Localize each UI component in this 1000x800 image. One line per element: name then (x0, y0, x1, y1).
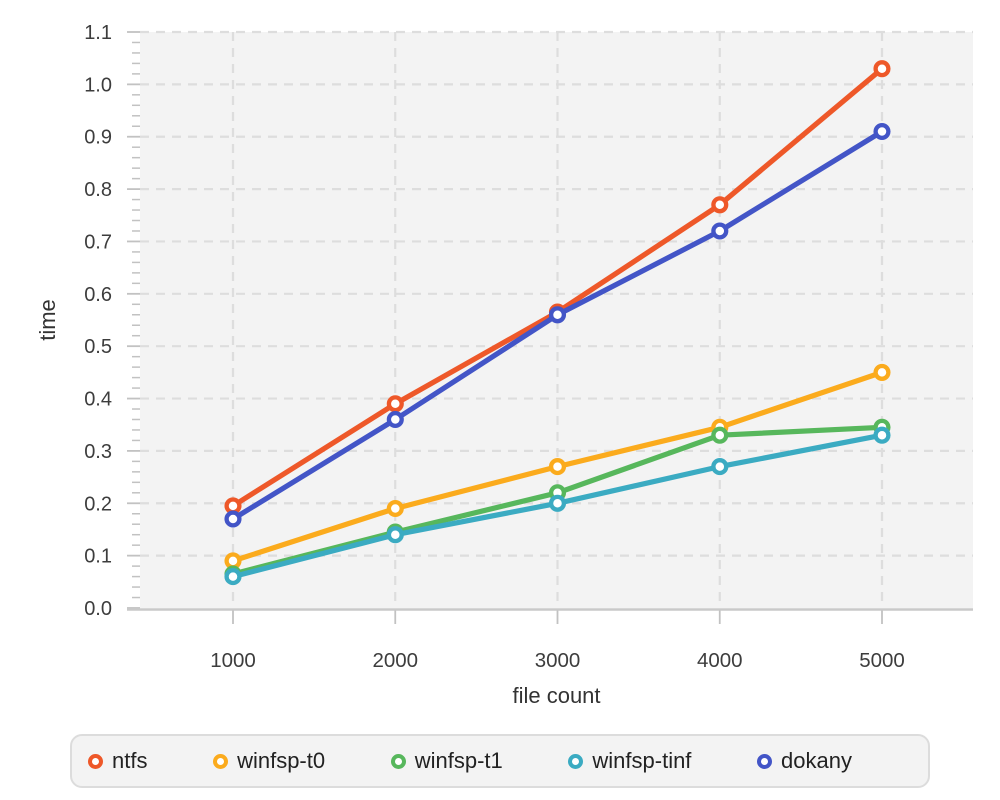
legend-label: winfsp-t1 (414, 748, 503, 773)
x-tick-label: 5000 (859, 649, 905, 672)
x-tick-label: 2000 (372, 649, 418, 672)
legend-label: winfsp-t0 (237, 748, 326, 773)
y-tick-label: 0.9 (84, 127, 112, 149)
legend-marker-icon (390, 753, 406, 769)
legend-marker-icon (757, 753, 773, 769)
y-tick-label: 0.8 (84, 179, 112, 201)
legend-marker-icon (568, 753, 584, 769)
data-point-winfsp-t0 (873, 363, 891, 381)
data-point-winfsp-tinf (224, 568, 242, 586)
legend-marker-icon (88, 753, 103, 769)
data-point-winfsp-t0 (224, 552, 242, 570)
legend-item-ntfs: ntfs (88, 750, 147, 772)
data-point-winfsp-t0 (548, 458, 567, 476)
legend-label: ntfs (112, 748, 148, 773)
y-tick-label: 0.2 (84, 493, 112, 515)
y-tick-label: 1.1 (84, 22, 112, 44)
y-tick-label: 0.3 (84, 441, 112, 463)
x-tick-label: 1000 (210, 649, 256, 672)
legend-item-winfsp-tinf: winfsp-tinf (568, 750, 691, 772)
legend-item-winfsp-t1: winfsp-t1 (390, 748, 503, 773)
data-point-winfsp-tinf (711, 458, 729, 476)
y-tick-label: 0.5 (84, 336, 112, 358)
y-tick-label: 0.7 (84, 231, 112, 253)
y-tick-label: 0.0 (84, 598, 112, 620)
y-tick-label: 0.1 (84, 546, 112, 568)
legend-item-winfsp-t0: winfsp-t0 (213, 750, 325, 772)
y-axis-title: time (35, 299, 60, 341)
x-axis-title: file count (512, 683, 600, 708)
data-point-winfsp-tinf (873, 426, 891, 444)
legend-label: dokany (781, 748, 852, 773)
x-tick-label: 3000 (535, 649, 581, 672)
legend-item-dokany: dokany (757, 750, 852, 772)
y-tick-label: 0.6 (84, 284, 112, 306)
data-point-winfsp-t1 (711, 426, 729, 444)
data-point-ntfs (224, 497, 242, 515)
data-point-dokany (386, 410, 404, 429)
data-point-dokany (224, 510, 242, 528)
data-point-ntfs (873, 60, 891, 78)
legend-label: winfsp-tinf (592, 748, 692, 773)
chart-legend: ntfs winfsp-t0 winfsp-t1 winfsp-tinf dokany (70, 734, 930, 788)
data-point-dokany (711, 222, 729, 240)
data-point-dokany (873, 122, 891, 141)
y-tick-label: 0.4 (84, 389, 112, 411)
data-point-winfsp-tinf (548, 494, 567, 512)
y-tick-label: 1.0 (84, 74, 112, 96)
data-point-winfsp-t0 (386, 499, 404, 518)
x-tick-label: 4000 (697, 649, 743, 672)
data-point-winfsp-tinf (386, 526, 404, 544)
data-point-dokany (548, 306, 567, 324)
data-point-ntfs (386, 395, 404, 413)
legend-marker-icon (213, 753, 229, 769)
data-point-ntfs (711, 196, 729, 214)
line-chart: 0.0 0.1 0.2 0.3 0.4 0.5 0.6 0.7 0.8 0.9 1.0 1.1 1000… (35, 22, 973, 708)
